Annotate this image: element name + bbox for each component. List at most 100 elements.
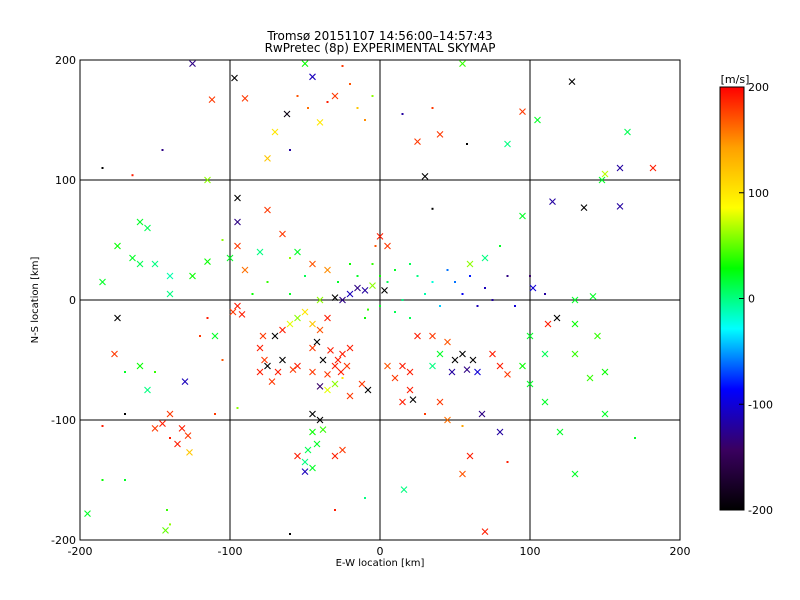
colorbar-tick-label: 0: [748, 293, 755, 306]
x-axis-label: E-W location [km]: [336, 558, 425, 569]
data-point-dot: [289, 533, 291, 535]
data-point-x: [241, 95, 249, 102]
data-point-x: [136, 260, 144, 268]
data-point-x: [301, 308, 309, 316]
data-point-x: [331, 452, 339, 460]
x-tick-label: 0: [377, 545, 384, 558]
data-point-x: [358, 380, 366, 388]
data-point-x: [478, 410, 486, 418]
data-point-x: [309, 410, 316, 418]
data-point-x: [334, 356, 342, 364]
data-point-x: [226, 254, 234, 262]
y-tick-label: -200: [51, 534, 76, 547]
data-point-x: [399, 398, 406, 406]
data-point-x: [264, 155, 271, 162]
data-point-x: [384, 362, 391, 370]
data-point-x: [496, 428, 504, 436]
data-point-dot: [356, 107, 359, 109]
data-point-dot: [409, 263, 411, 265]
data-point-x: [541, 398, 549, 406]
data-point-x: [481, 254, 489, 262]
data-point-x: [151, 425, 159, 432]
data-point-dot: [364, 317, 366, 319]
data-point-x: [144, 386, 151, 394]
data-point-dot: [379, 305, 381, 307]
data-point-x: [144, 224, 151, 232]
data-point-dot: [199, 335, 201, 337]
data-point-x: [301, 60, 309, 67]
data-point-dot: [401, 113, 404, 115]
data-point-x: [519, 212, 526, 220]
data-point-x: [399, 362, 406, 370]
data-point-x: [354, 284, 361, 292]
data-point-x: [324, 266, 331, 274]
data-point-x: [319, 356, 327, 364]
data-point-x: [436, 350, 444, 358]
chart-title: Tromsø 20151107 14:56:00–14:57:43: [266, 29, 492, 43]
data-point-x: [414, 332, 421, 340]
data-point-x: [549, 198, 556, 205]
grid-lines: [80, 60, 680, 540]
data-point-x: [337, 368, 345, 376]
data-point-dot: [214, 413, 216, 415]
data-point-x: [268, 378, 276, 385]
data-point-x: [271, 332, 279, 340]
data-point-x: [316, 326, 324, 334]
data-point-dot: [401, 299, 404, 301]
data-point-dot: [431, 207, 434, 210]
data-point-x: [166, 290, 174, 298]
data-point-x: [259, 332, 267, 340]
y-tick-label: 0: [69, 294, 76, 307]
data-point-x: [346, 290, 354, 298]
data-point-x: [541, 350, 549, 358]
data-point-dot: [506, 275, 509, 277]
data-point-x: [571, 320, 579, 328]
data-point-x: [459, 470, 466, 478]
data-point-x: [189, 60, 196, 67]
data-point-x: [174, 440, 181, 448]
data-point-x: [261, 356, 268, 364]
data-point-dot: [251, 293, 254, 295]
data-point-x: [159, 420, 166, 427]
data-point-x: [309, 344, 316, 352]
data-point-dot: [304, 275, 306, 277]
data-point-x: [331, 362, 339, 370]
data-point-dot: [236, 407, 239, 409]
data-point-dot: [454, 281, 456, 283]
data-point-x: [256, 344, 264, 352]
data-point-x: [616, 164, 624, 172]
data-point-x: [406, 368, 414, 376]
data-point-x: [519, 362, 526, 370]
data-point-x: [444, 416, 451, 424]
colorbar: [m/s] 200 100 0 -100 -200: [719, 73, 773, 517]
data-point-dot: [367, 308, 369, 311]
data-point-x: [519, 108, 526, 115]
data-point-x: [364, 386, 372, 394]
data-point-x: [616, 203, 624, 210]
colorbar-tick-label: -200: [748, 504, 773, 517]
data-point-dot: [296, 95, 299, 97]
data-point-dot: [364, 497, 366, 499]
data-point-dot: [386, 281, 389, 283]
data-point-dot: [499, 245, 501, 247]
data-point-x: [384, 242, 391, 250]
data-point-x: [324, 371, 331, 378]
data-point-x: [186, 449, 193, 456]
data-point-dot: [124, 413, 126, 415]
data-point-dot: [349, 263, 351, 265]
data-point-x: [339, 350, 346, 358]
data-point-x: [301, 458, 309, 466]
data-point-x: [649, 164, 657, 172]
data-point-dot: [221, 239, 224, 241]
data-point-x: [162, 527, 169, 534]
data-point-x: [534, 116, 541, 124]
data-point-x: [586, 374, 594, 382]
data-point-x: [481, 528, 489, 535]
data-point-x: [324, 386, 331, 394]
data-point-dot: [461, 425, 464, 427]
data-point-dot: [371, 263, 374, 265]
data-point-x: [204, 258, 211, 265]
data-point-x: [294, 314, 301, 322]
data-point-x: [553, 314, 561, 322]
data-point-dot: [544, 293, 546, 295]
